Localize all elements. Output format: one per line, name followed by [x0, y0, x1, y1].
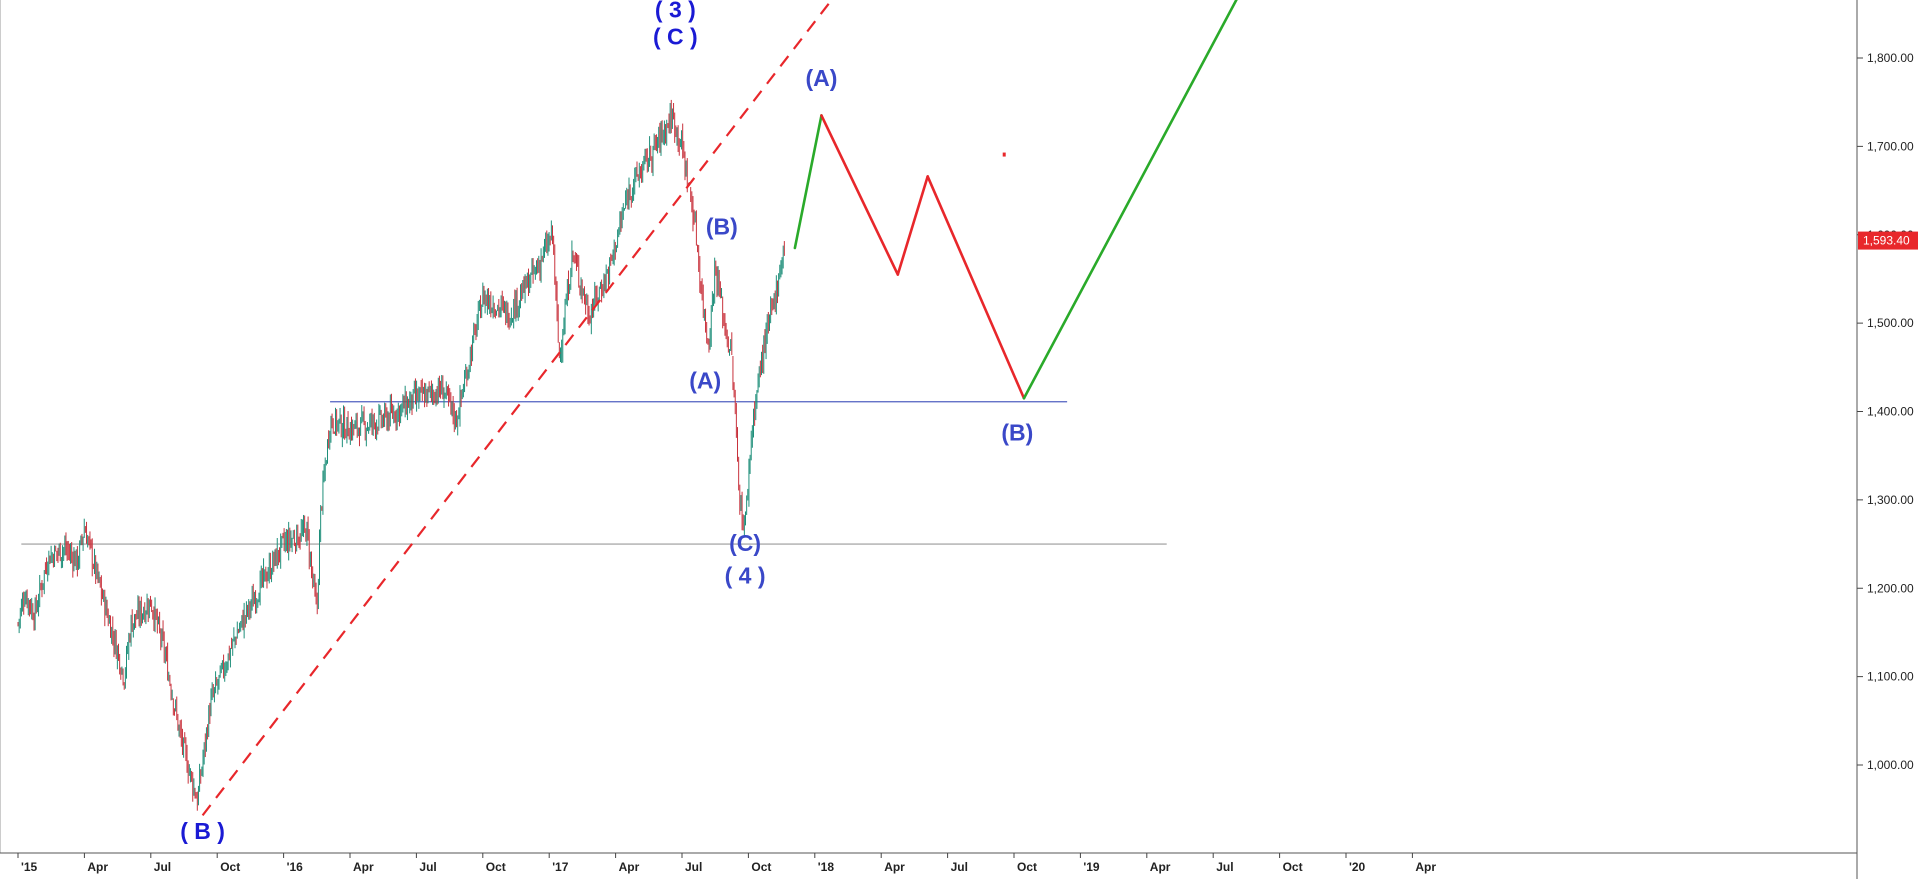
x-tick-label: '17	[552, 860, 569, 874]
wave-label-4: (A)	[689, 367, 721, 393]
y-tick-label: 1,200.00	[1867, 581, 1914, 595]
y-tick-label: 1,100.00	[1867, 670, 1914, 684]
x-tick-label: Oct	[751, 860, 771, 874]
x-tick-label: '19	[1083, 860, 1100, 874]
x-tick-label: Apr	[353, 860, 374, 874]
y-tick-label: 1,800.00	[1867, 51, 1914, 65]
y-tick-label: 1,000.00	[1867, 758, 1914, 772]
wave-label-2: (A)	[805, 65, 837, 91]
x-tick-label: Apr	[1415, 860, 1436, 874]
x-tick-label: Apr	[87, 860, 108, 874]
projection-segment-3	[926, 175, 1026, 400]
projection-segment-0	[793, 114, 823, 250]
projection-segment-2	[896, 175, 929, 276]
y-tick-label: 1,300.00	[1867, 493, 1914, 507]
x-tick-label: Jul	[419, 860, 436, 874]
x-tick-label: '20	[1349, 860, 1366, 874]
wave-label-7: ( 4 )	[725, 563, 766, 589]
x-tick-label: Apr	[884, 860, 905, 874]
x-tick-label: Oct	[1017, 860, 1037, 874]
last-price-label: 1,593.40	[1863, 234, 1910, 248]
x-tick-label: '16	[287, 860, 304, 874]
x-tick-label: Jul	[154, 860, 171, 874]
wave-label-1: ( C )	[653, 24, 698, 50]
red-dot-marker	[1002, 152, 1006, 157]
x-tick-label: Apr	[1150, 860, 1171, 874]
wave-label-8: ( B )	[180, 818, 225, 844]
wave-label-3: (B)	[706, 214, 738, 240]
projection-segment-4	[1022, 0, 1238, 400]
x-tick-label: Apr	[619, 860, 640, 874]
x-tick-label: Jul	[951, 860, 968, 874]
x-tick-label: Jul	[1216, 860, 1233, 874]
y-tick-label: 1,500.00	[1867, 316, 1914, 330]
projection-segment-1	[820, 114, 900, 276]
wave-label-6: (C)	[729, 530, 761, 556]
x-tick-label: Oct	[220, 860, 240, 874]
x-tick-label: Oct	[486, 860, 506, 874]
y-tick-label: 1,700.00	[1867, 139, 1914, 153]
x-tick-label: '18	[818, 860, 835, 874]
y-tick-label: 1,400.00	[1867, 405, 1914, 419]
wave-label-5: (B)	[1001, 420, 1033, 446]
x-tick-label: '15	[21, 860, 38, 874]
wave-label-0: ( 3 )	[655, 0, 696, 22]
x-tick-label: Oct	[1283, 860, 1303, 874]
x-tick-label: Jul	[685, 860, 702, 874]
last-price-tag	[1858, 231, 1918, 250]
